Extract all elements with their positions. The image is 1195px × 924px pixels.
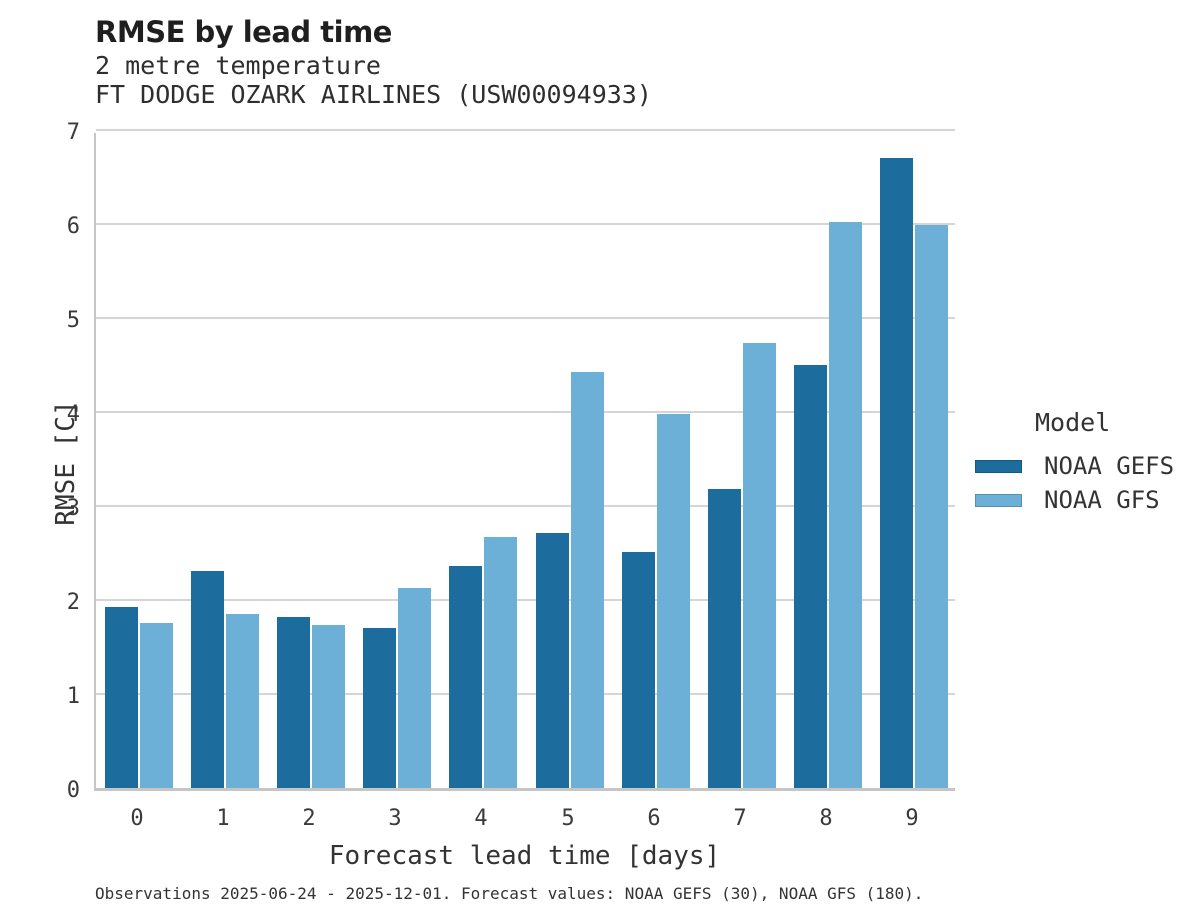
x-tick-label-1: 1 <box>216 806 230 831</box>
chart-subtitle-station: FT DODGE OZARK AIRLINES (USW00094933) <box>95 80 652 109</box>
x-tick-label-9: 9 <box>905 806 919 831</box>
y-axis-title: RMSE [C] <box>51 400 81 526</box>
bar-noaa-gfs-day7 <box>742 343 776 788</box>
gridline-y4 <box>96 411 955 413</box>
bar-noaa-gefs-day4 <box>449 566 483 788</box>
bar-noaa-gefs-day5 <box>535 533 569 788</box>
y-tick-label-1: 1 <box>66 684 80 709</box>
legend-swatch-icon <box>975 493 1022 507</box>
caption: Observations 2025-06-24 - 2025-12-01. Fo… <box>95 884 924 903</box>
bar-noaa-gfs-day5 <box>570 372 604 788</box>
y-tick-label-0: 0 <box>66 778 80 803</box>
legend-label: NOAA GEFS <box>1044 452 1175 480</box>
bar-noaa-gefs-day2 <box>277 617 311 788</box>
gridline-y2 <box>96 599 955 601</box>
plot-panel <box>94 129 955 791</box>
x-tick-label-6: 6 <box>647 806 661 831</box>
x-tick-label-8: 8 <box>819 806 833 831</box>
bar-noaa-gefs-day8 <box>793 365 827 788</box>
gridline-y3 <box>96 505 955 507</box>
bar-noaa-gfs-day3 <box>398 588 432 788</box>
bar-noaa-gefs-day0 <box>105 607 139 788</box>
bar-noaa-gfs-day6 <box>656 414 690 788</box>
y-tick-label-4: 4 <box>66 402 80 427</box>
legend-entry-noaa-gfs: NOAA GFS <box>975 483 1174 517</box>
x-tick-label-2: 2 <box>302 806 316 831</box>
bar-noaa-gfs-day1 <box>226 614 260 788</box>
bar-noaa-gefs-day7 <box>707 489 741 788</box>
gridline-y5 <box>96 317 955 319</box>
bar-noaa-gefs-day1 <box>191 571 225 788</box>
bar-noaa-gfs-day0 <box>140 623 174 788</box>
y-tick-label-3: 3 <box>66 496 80 521</box>
y-tick-label-6: 6 <box>66 214 80 239</box>
bar-noaa-gefs-day3 <box>363 628 397 788</box>
x-tick-label-4: 4 <box>474 806 488 831</box>
bar-noaa-gfs-day9 <box>914 225 948 788</box>
x-tick-label-5: 5 <box>561 806 575 831</box>
bar-noaa-gefs-day9 <box>879 158 913 788</box>
gridline-y7 <box>96 129 955 131</box>
gridline-y1 <box>96 693 955 695</box>
x-axis-title: Forecast lead time [days] <box>328 841 721 871</box>
x-tick-label-7: 7 <box>733 806 747 831</box>
gridline-y6 <box>96 223 955 225</box>
legend-title: Model <box>1035 408 1111 437</box>
bar-noaa-gfs-day2 <box>312 625 346 788</box>
bar-noaa-gfs-day8 <box>828 222 862 788</box>
x-tick-label-3: 3 <box>388 806 402 831</box>
y-tick-label-2: 2 <box>66 590 80 615</box>
x-tick-label-0: 0 <box>130 806 144 831</box>
y-tick-label-7: 7 <box>66 120 80 145</box>
legend-entry-noaa-gefs: NOAA GEFS <box>975 449 1174 483</box>
legend: Model NOAA GEFS NOAA GFS <box>975 408 1174 517</box>
bar-noaa-gefs-day6 <box>621 552 655 788</box>
legend-swatch-icon <box>975 459 1022 473</box>
bar-noaa-gfs-day4 <box>484 537 518 788</box>
chart-title: RMSE by lead time <box>95 15 392 49</box>
legend-label: NOAA GFS <box>1044 486 1160 514</box>
y-tick-label-5: 5 <box>66 308 80 333</box>
chart-subtitle-variable: 2 metre temperature <box>95 51 381 80</box>
